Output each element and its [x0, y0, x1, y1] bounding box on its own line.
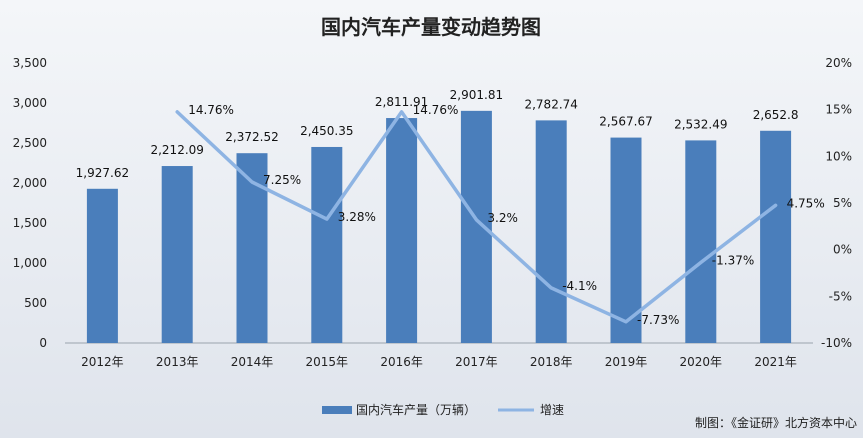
bar: [610, 137, 642, 343]
line-data-labels: 14.76% 7.25% 3.28% 14.76% 3.2% -4.1% -7.73% -1.…: [188, 103, 825, 327]
legend-bar-swatch: [322, 406, 352, 414]
right-axis-tick-label: 10%: [825, 149, 852, 163]
x-axis-tick-label: 2014年: [231, 355, 274, 369]
legend-bar-label: 国内汽车产量（万辆）: [356, 402, 476, 417]
bar-data-label: 2,811.91: [375, 95, 428, 109]
right-axis-tick-label: -5%: [829, 289, 852, 303]
left-axis-tick-label: 0: [39, 336, 47, 350]
bar-data-label: 2,901.81: [450, 88, 503, 102]
legend-line-label: 增速: [540, 403, 564, 417]
x-axis-tick-labels: 2012年 2013年 2014年 2015年 2016年 2017年 2018年 2019年…: [81, 355, 797, 369]
line-data-label: 14.76%: [413, 103, 459, 117]
bar: [386, 118, 418, 343]
left-axis-tick-label: 3,500: [13, 56, 47, 70]
line-data-label: 4.75%: [787, 196, 825, 210]
bar: [760, 130, 792, 343]
left-axis-tick-label: 500: [24, 296, 47, 310]
legend: 国内汽车产量（万辆） 增速: [322, 402, 564, 417]
right-axis-tick-label: 20%: [825, 56, 852, 70]
bar: [86, 188, 118, 343]
bar-data-labels: 1,927.62 2,212.09 2,372.52 2,450.35 2,811.91…: [76, 88, 799, 180]
growth-line: [175, 110, 778, 324]
bar-data-label: 2,782.74: [524, 97, 577, 111]
right-axis-tick-label: 0%: [833, 243, 852, 257]
chart-title: 国内汽车产量变动趋势图: [321, 15, 541, 39]
bar-data-label: 2,450.35: [300, 124, 353, 138]
bar: [535, 120, 567, 343]
bar-data-label: 2,372.52: [225, 130, 278, 144]
left-axis-tick-label: 2,500: [13, 136, 47, 150]
bar: [685, 140, 717, 343]
x-axis-tick-label: 2013年: [156, 355, 199, 369]
right-axis-tick-label: 5%: [833, 196, 852, 210]
left-axis-tick-label: 1,500: [13, 216, 47, 230]
bar-data-label: 2,212.09: [150, 143, 203, 157]
line-data-label: 3.2%: [487, 211, 518, 225]
line-data-label: 3.28%: [338, 210, 376, 224]
x-axis-tick-label: 2018年: [530, 355, 573, 369]
bar-data-label: 2,652.8: [753, 108, 799, 122]
x-axis-tick-label: 2021年: [754, 355, 797, 369]
line-data-label: -7.73%: [637, 313, 679, 327]
right-axis-tick-labels: -10% -5% 0% 5% 10% 15% 20%: [821, 56, 852, 350]
line-data-label: 7.25%: [263, 173, 301, 187]
line-data-label: 14.76%: [188, 103, 234, 117]
right-axis-tick-label: -10%: [821, 336, 852, 350]
left-axis-tick-label: 3,000: [13, 96, 47, 110]
bar: [236, 153, 268, 343]
left-axis-tick-label: 2,000: [13, 176, 47, 190]
bar: [161, 166, 193, 343]
bar: [311, 146, 343, 343]
bar: [460, 110, 492, 344]
left-axis-tick-label: 1,000: [13, 256, 47, 270]
left-axis-tick-labels: 0 500 1,000 1,500 2,000 2,500 3,000 3,500: [13, 56, 47, 350]
x-axis-tick-label: 2017年: [455, 355, 498, 369]
x-axis-tick-label: 2015年: [306, 355, 349, 369]
x-axis-tick-label: 2016年: [380, 355, 423, 369]
bar-data-label: 1,927.62: [76, 166, 129, 180]
x-axis-tick-label: 2019年: [605, 355, 648, 369]
line-data-label: -4.1%: [562, 279, 597, 293]
bar-data-label: 2,532.49: [674, 117, 727, 131]
source-note: 制图：《金证研》北方资本中心: [695, 415, 857, 430]
bar-series: [86, 110, 792, 344]
bar-data-label: 2,567.67: [599, 115, 652, 129]
line-data-label: -1.37%: [712, 253, 754, 267]
x-axis-tick-label: 2020年: [680, 355, 723, 369]
x-axis-tick-label: 2012年: [81, 355, 124, 369]
right-axis-tick-label: 15%: [825, 103, 852, 117]
